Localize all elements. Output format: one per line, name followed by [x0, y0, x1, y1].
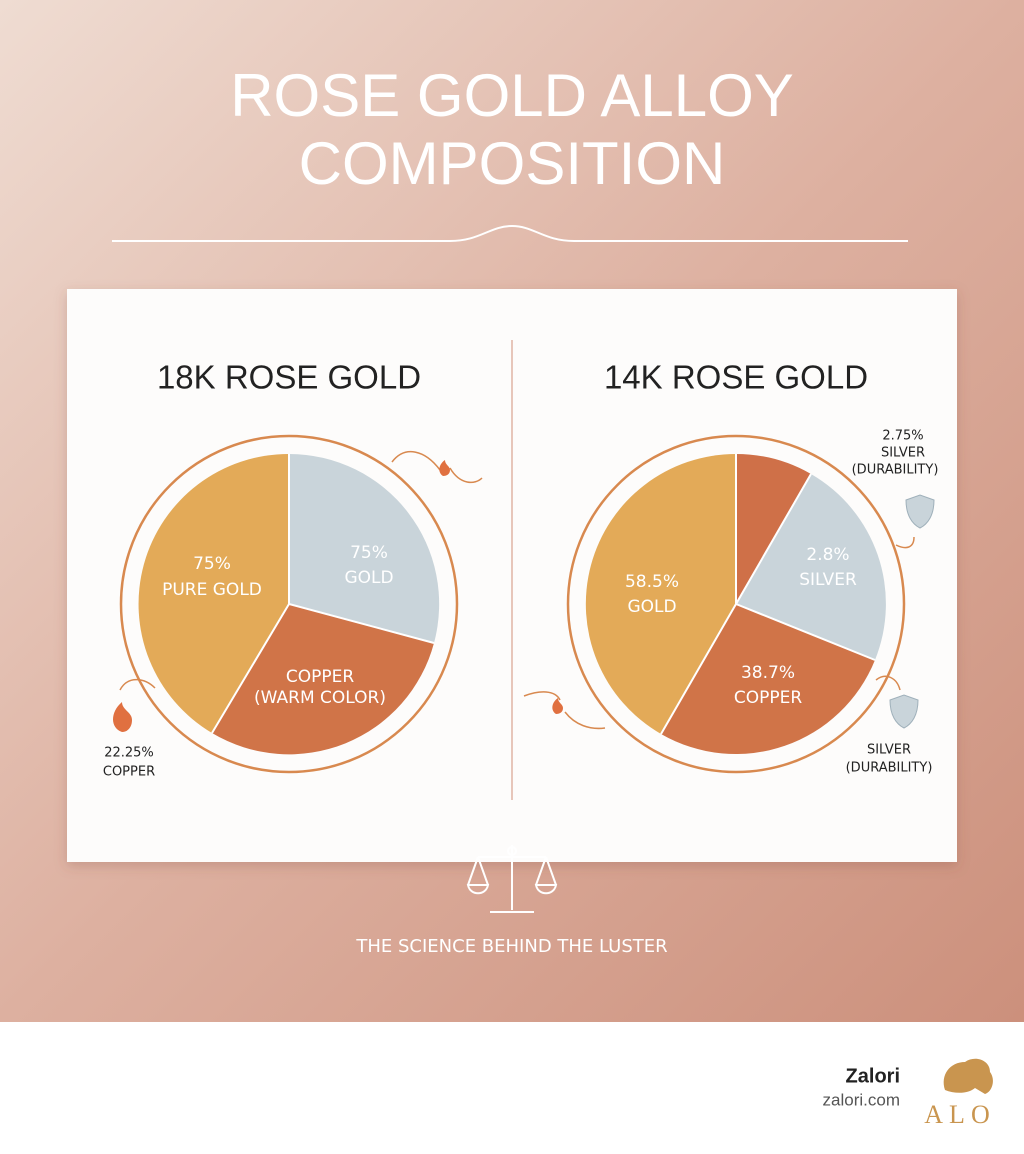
pie-slice	[289, 453, 440, 643]
arrow	[119, 678, 156, 691]
slice-label: 38.7%	[741, 663, 795, 683]
slice-label: PURE GOLD	[162, 580, 262, 600]
pie-slice	[736, 474, 886, 660]
slice-label: COPPER	[734, 688, 802, 708]
slice-label: 75%	[193, 554, 231, 574]
title-line: ROSE GOLD ALLOY	[230, 62, 794, 129]
panel-title: 18K ROSE GOLD	[157, 359, 421, 396]
slice-label: 2.8%	[806, 545, 849, 565]
callout-label: COPPER	[103, 765, 155, 780]
slice-label: 58.5%	[625, 572, 679, 592]
slice-label: SILVER	[799, 570, 857, 590]
tagline: THE SCIENCE BEHIND THE LUSTER	[355, 936, 667, 957]
callout-label: 2.75%	[882, 429, 923, 444]
panel-title: 14K ROSE GOLD	[604, 359, 868, 396]
shield-icon	[905, 494, 935, 529]
flame-icon	[113, 702, 132, 732]
arrow	[523, 691, 606, 730]
divider-wave	[112, 224, 908, 242]
pie-slice	[736, 453, 811, 604]
slice-label: GOLD	[627, 597, 676, 617]
arrow	[391, 451, 483, 484]
lion-logo	[943, 1058, 993, 1094]
slice-label: (WARM COLOR)	[254, 688, 386, 708]
slice-label: GOLD	[344, 568, 393, 588]
arrow	[875, 675, 901, 691]
callout-label: 22.25%	[104, 746, 154, 761]
callout-label: SILVER	[881, 446, 925, 461]
brand-name: Zalori	[846, 1065, 900, 1087]
arrow	[895, 536, 915, 549]
shield-icon	[889, 694, 919, 729]
callout-label: SILVER	[867, 743, 911, 758]
pie-slice	[585, 453, 736, 734]
scale-icon	[466, 845, 558, 913]
title-line: COMPOSITION	[299, 130, 726, 197]
slice-label: COPPER	[286, 667, 354, 687]
slice-borders	[211, 454, 435, 734]
slice-label: 75%	[350, 543, 388, 563]
flame-icon	[552, 698, 563, 714]
slice-borders	[660, 454, 876, 735]
callout-label: (DURABILITY)	[846, 761, 933, 776]
logo-text: ALO	[924, 1100, 995, 1129]
pie-slice	[138, 453, 289, 733]
flame-icon	[439, 460, 450, 476]
footer-bar	[0, 1022, 1024, 1154]
callout-label: (DURABILITY)	[852, 463, 939, 478]
brand-url: zalori.com	[823, 1090, 900, 1109]
pie-ring	[566, 434, 906, 774]
pie-ring	[119, 434, 459, 774]
